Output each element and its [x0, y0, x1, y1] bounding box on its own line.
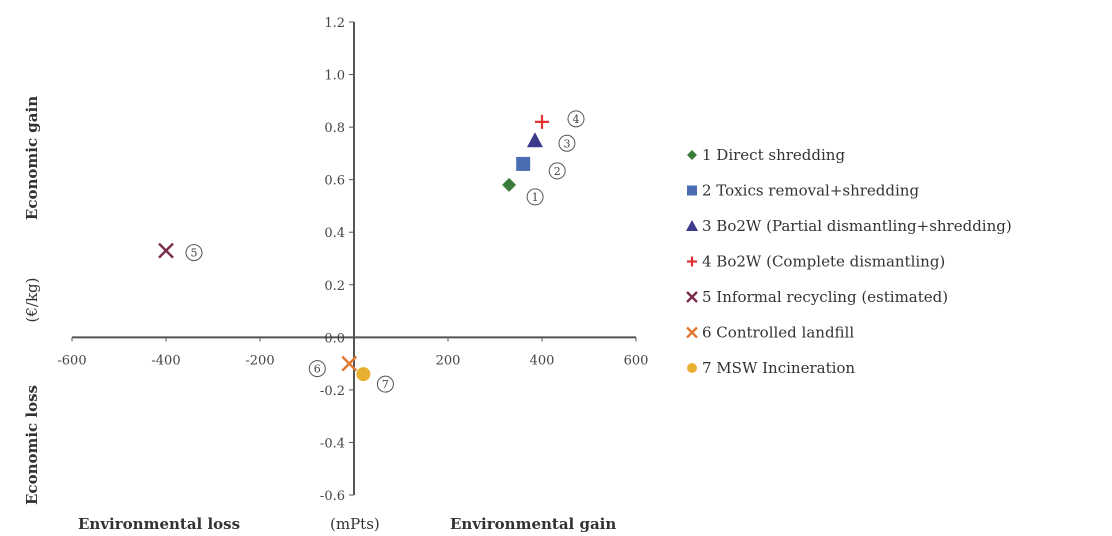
legend-item-4: 4 Bo2W (Complete dismantling): [687, 253, 945, 271]
svg-text:5: 5: [191, 247, 198, 260]
y-tick-label: 1.2: [324, 16, 345, 31]
svg-text:1: 1: [532, 191, 539, 204]
callout-5: 5: [185, 244, 203, 262]
x-tick-label: 400: [530, 353, 555, 368]
x-tick-label: 600: [624, 353, 649, 368]
callout-6: 6: [308, 360, 326, 378]
x-axis-label-right: Environmental gain: [450, 515, 616, 533]
data-point-1: [502, 177, 517, 192]
legend-item-5: 5 Informal recycling (estimated): [686, 288, 948, 306]
y-tick-label: -0.4: [320, 436, 345, 451]
legend-marker: [687, 256, 697, 267]
svg-text:6: 6: [314, 363, 321, 376]
legend-label: 5 Informal recycling (estimated): [702, 288, 948, 306]
legend-label: 3 Bo2W (Partial dismantling+shredding): [702, 217, 1012, 235]
legend-label: 4 Bo2W (Complete dismantling): [702, 253, 945, 271]
x-axis-label-left: Environmental loss: [78, 515, 240, 533]
legend-item-7: 7 MSW Incineration: [687, 359, 855, 377]
y-tick-label: -0.6: [320, 489, 345, 504]
data-point-2: [516, 156, 531, 171]
y-tick-label: 0.2: [324, 279, 345, 294]
data-points: [158, 114, 549, 382]
y-tick-label: 0.0: [324, 331, 345, 346]
legend-item-2: 2 Toxics removal+shredding: [687, 182, 919, 200]
x-axis-label-unit: (mPts): [330, 515, 380, 533]
legend-label: 1 Direct shredding: [702, 146, 845, 164]
legend-label: 2 Toxics removal+shredding: [702, 182, 919, 200]
point-callouts: 1 2 34 5 6 7: [185, 110, 585, 393]
y-axis-label-bottom: Economic loss: [23, 385, 41, 505]
y-tick-label: 0.6: [324, 174, 345, 189]
callout-1: 1: [526, 188, 544, 206]
callout-2: 2: [548, 162, 566, 180]
callout-4: 4: [567, 110, 585, 128]
legend-label: 7 MSW Incineration: [702, 359, 855, 377]
y-axis-label-unit: (€/kg): [23, 278, 41, 323]
data-point-6: [341, 355, 358, 372]
y-tick-label: -0.2: [320, 384, 345, 399]
legend-marker: [686, 291, 698, 303]
y-tick-label: 1.0: [324, 69, 345, 84]
callout-3: 3: [558, 134, 576, 152]
y-tick-label: 0.4: [324, 226, 345, 241]
x-tick-label: -600: [57, 353, 86, 368]
data-point-5: [158, 242, 174, 259]
data-point-4: [535, 114, 549, 129]
svg-text:3: 3: [563, 137, 570, 150]
svg-text:2: 2: [554, 165, 561, 178]
axes: [71, 21, 637, 496]
legend-marker: [687, 150, 697, 160]
legend-marker: [686, 220, 698, 231]
callout-7: 7: [376, 375, 394, 393]
y-axis-label-top: Economic gain: [23, 96, 41, 220]
legend-item-6: 6 Controlled landfill: [686, 324, 854, 342]
legend-marker: [686, 326, 698, 339]
legend-marker: [687, 185, 697, 196]
data-point-3: [526, 132, 543, 148]
svg-text:4: 4: [573, 113, 580, 126]
x-tick-label: -200: [245, 353, 274, 368]
legend-item-3: 3 Bo2W (Partial dismantling+shredding): [686, 217, 1012, 235]
x-tick-label: 200: [436, 353, 461, 368]
legend-marker: [687, 363, 697, 373]
tick-labels: -600 -400 -200 200 400 600 1.2 1.0 0.8 0.6 0.4 0.2 0…: [57, 16, 648, 504]
legend-item-1: 1 Direct shredding: [687, 146, 845, 164]
svg-text:7: 7: [382, 378, 389, 391]
x-tick-label: -400: [151, 353, 180, 368]
legend: 1 Direct shredding 2 Toxics removal+shred…: [686, 146, 1012, 377]
y-tick-label: 0.8: [324, 121, 345, 136]
data-point-7: [356, 367, 371, 382]
legend-label: 6 Controlled landfill: [702, 324, 854, 342]
